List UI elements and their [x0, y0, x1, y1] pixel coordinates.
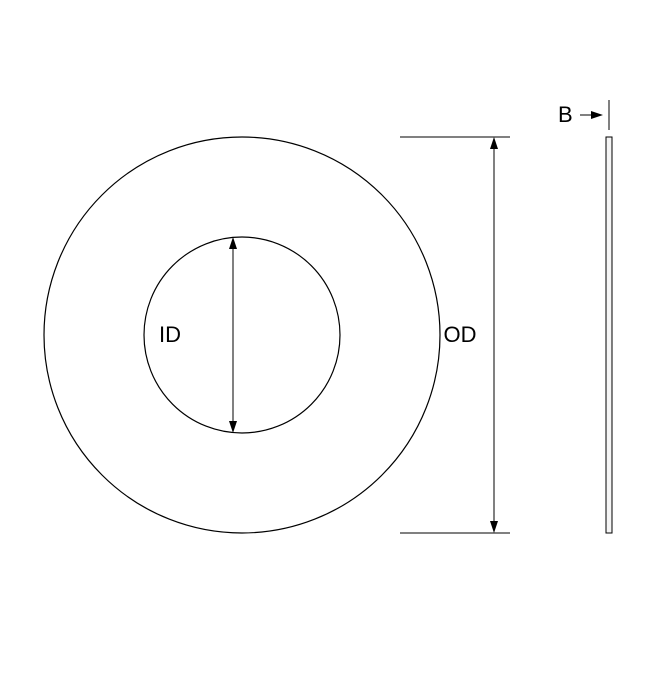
- side-view-profile: [606, 137, 612, 533]
- diagram-svg: ID OD B: [0, 0, 670, 670]
- id-label: ID: [159, 322, 181, 347]
- arrowhead: [591, 111, 603, 119]
- washer-diagram: ID OD B: [0, 0, 670, 670]
- arrowhead: [229, 237, 237, 249]
- outer-circle: [44, 137, 440, 533]
- arrowhead: [490, 137, 498, 149]
- od-label: OD: [444, 322, 477, 347]
- arrowhead: [490, 521, 498, 533]
- arrowhead: [229, 421, 237, 433]
- b-label: B: [558, 102, 573, 127]
